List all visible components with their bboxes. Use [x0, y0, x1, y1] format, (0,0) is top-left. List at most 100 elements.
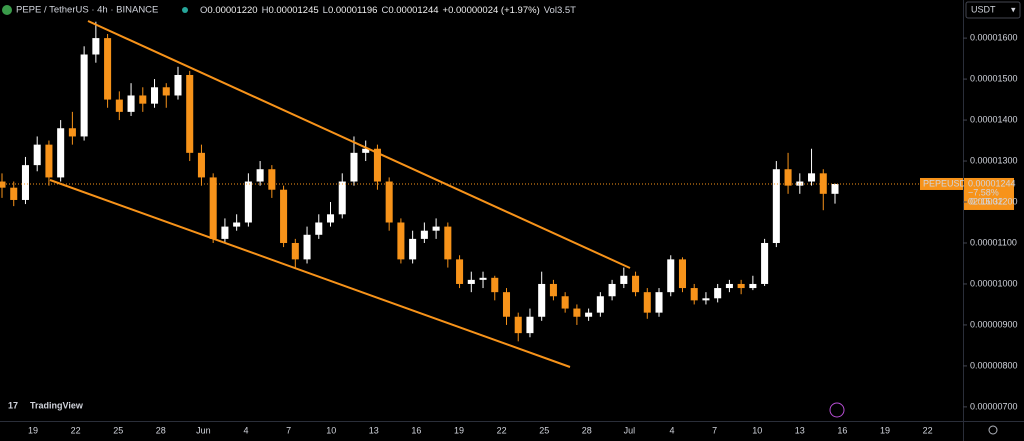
x-tick-label: 19: [454, 425, 464, 435]
candle-body: [796, 181, 804, 186]
candle-body: [338, 181, 346, 215]
x-tick-label: Jul: [624, 425, 636, 435]
candle-body: [162, 87, 170, 96]
currency-button[interactable]: [965, 1, 1021, 19]
settings-icon[interactable]: [988, 425, 998, 435]
candle-body: [80, 54, 88, 137]
candle-body: [491, 277, 499, 293]
candle-body: [502, 292, 511, 317]
candle-body: [233, 222, 241, 227]
candle-body: [33, 144, 41, 166]
ohlc-value: 0.00001196: [328, 5, 378, 16]
price-tag-change: −7.58%: [968, 187, 999, 197]
candle-body: [432, 226, 440, 231]
ohlc-label: L: [323, 5, 328, 16]
x-tick-label: 19: [28, 425, 38, 435]
candle-body: [561, 296, 569, 309]
candle-body: [690, 288, 698, 301]
candle-body: [21, 165, 29, 200]
candle-body: [197, 152, 205, 178]
x-tick-label: 7: [286, 425, 291, 435]
candle-body: [45, 144, 53, 178]
x-tick-label: 7: [712, 425, 717, 435]
candle-body: [151, 87, 159, 104]
candle-body: [526, 316, 534, 334]
y-tick-label: 0.00001300: [970, 155, 1018, 165]
x-tick-label: 10: [326, 425, 336, 435]
candle-body: [92, 38, 100, 55]
candle-body: [596, 296, 604, 313]
ohlc-value: 0.00001245: [268, 5, 318, 16]
candle-body: [737, 283, 745, 289]
candle-body: [655, 292, 663, 313]
candle-body: [10, 187, 18, 200]
candle-body: [772, 169, 780, 243]
ohlc-value: 0.00001220: [207, 5, 257, 16]
candle-body: [608, 283, 616, 297]
candle-body: [702, 298, 710, 301]
x-tick-label: 28: [156, 425, 166, 435]
trend-line-upper: [87, 20, 631, 269]
symbol-title: PEPE / TetherUS · 4h · BINANCE: [16, 5, 158, 16]
currency[interactable]: USDT: [971, 4, 996, 14]
price-tag: [964, 177, 1014, 210]
candle-body: [749, 283, 757, 289]
x-tick-label: 25: [113, 425, 123, 435]
candle-body: [667, 259, 675, 293]
candle-body: [280, 189, 288, 243]
candle-body: [714, 288, 722, 299]
candle-body: [573, 308, 581, 317]
candle-body: [303, 234, 311, 260]
candle-body: [831, 183, 839, 194]
candle-body: [808, 173, 816, 182]
ohlc-value: 3.5T: [557, 5, 576, 16]
candle-body: [104, 38, 112, 100]
candle-body: [139, 95, 147, 104]
candle-body: [819, 173, 827, 194]
candle-body: [444, 226, 452, 260]
candle-body: [784, 169, 792, 186]
candle-body: [68, 128, 76, 137]
candle-body: [397, 222, 405, 260]
watermark: TradingView: [30, 400, 84, 410]
x-tick-label: 25: [539, 425, 549, 435]
x-tick-label: 16: [411, 425, 421, 435]
alert-icon[interactable]: [829, 402, 845, 418]
x-tick-label: 4: [243, 425, 248, 435]
candle-body: [514, 316, 522, 334]
logo-mark: 17: [8, 400, 18, 410]
price-tag-countdown: 02:15:32: [968, 196, 1003, 206]
x-tick-label: 10: [752, 425, 762, 435]
candle-body: [585, 312, 593, 317]
ohlc-label: O: [200, 5, 207, 16]
y-tick-label: 0.00000900: [970, 319, 1018, 329]
candle-body: [538, 283, 546, 317]
ohlc-label: Vol: [544, 5, 557, 16]
y-tick-label: 0.00000800: [970, 360, 1018, 370]
candle-body: [315, 222, 323, 235]
candle-body: [127, 95, 135, 112]
candle-body: [268, 169, 276, 190]
candle-body: [420, 230, 428, 239]
ohlc-values: O0.00001220 H0.00001245 L0.00001196 C0.0000…: [200, 5, 576, 16]
candle-body: [221, 226, 229, 239]
candle-body: [0, 181, 6, 188]
candle-body: [291, 242, 299, 260]
y-tick-label: 0.00001400: [970, 114, 1018, 124]
ohlc-value: 0.00001244: [388, 5, 438, 16]
symbol-tag-label: PEPEUSDT: [923, 178, 972, 188]
x-tick-label: 22: [923, 425, 933, 435]
grid: [0, 37, 963, 408]
y-tick-label: 0.00000700: [970, 401, 1018, 411]
currency-caret: ▾: [1011, 4, 1016, 14]
symbol-tag: [920, 177, 963, 190]
x-tick-label: 22: [497, 425, 507, 435]
symbol-icon: [2, 5, 12, 15]
candle-body: [479, 277, 487, 280]
candle-body: [385, 181, 393, 223]
candle-body: [467, 279, 475, 284]
x-tick-label: 4: [669, 425, 674, 435]
